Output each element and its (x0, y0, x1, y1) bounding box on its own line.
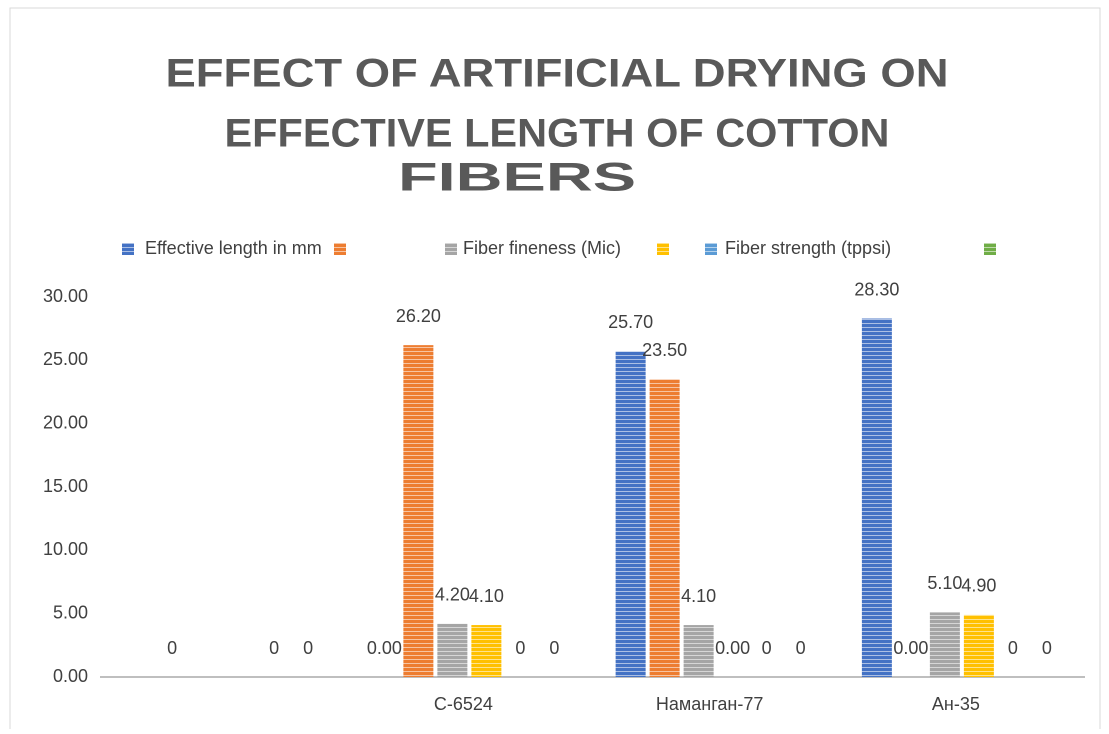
data-label: 4.10 (681, 586, 716, 606)
chart-title: EFFECT OF ARTIFICIAL DRYING ON (166, 52, 949, 96)
legend-marker (705, 243, 717, 255)
data-label: 0.00 (893, 638, 928, 658)
legend-marker (334, 243, 346, 255)
chart-title: FIBERS (398, 156, 636, 200)
data-label: 0 (796, 638, 806, 658)
legend-marker (445, 243, 457, 255)
y-tick-label: 10.00 (43, 539, 88, 559)
data-label: 28.30 (854, 279, 899, 299)
y-tick-label: 0.00 (53, 666, 88, 686)
chart-title: EFFECTIVE LENGTH OF COTTON (225, 112, 890, 156)
legend-label: Fiber strength (tppsi) (725, 238, 891, 258)
bar (861, 318, 892, 677)
data-label: 0 (1042, 638, 1052, 658)
data-label: 4.90 (961, 576, 996, 596)
x-tick-label: Ан-35 (932, 694, 980, 714)
legend-label: Fiber fineness (Mic) (463, 238, 621, 258)
legend-marker (657, 243, 669, 255)
data-label: 0 (269, 638, 279, 658)
bar (471, 625, 502, 677)
chart-border (9, 7, 1101, 734)
y-tick-label: 20.00 (43, 412, 88, 432)
data-label: 0 (762, 638, 772, 658)
data-label: 0.00 (367, 638, 402, 658)
data-label: 0 (549, 638, 559, 658)
x-tick-label: Наманган-77 (656, 694, 763, 714)
data-label: 25.70 (608, 312, 653, 332)
y-tick-label: 30.00 (43, 286, 88, 306)
data-label: 0 (167, 638, 177, 658)
bar (963, 614, 994, 677)
data-label: 0 (1008, 638, 1018, 658)
data-label: 23.50 (642, 340, 687, 360)
data-label: 26.20 (396, 306, 441, 326)
legend-marker (984, 243, 996, 255)
data-label: 4.20 (435, 585, 470, 605)
data-label: 0 (303, 638, 313, 658)
bar (649, 379, 680, 677)
bar (437, 623, 468, 677)
data-label: 0.00 (715, 638, 750, 658)
data-label: 4.10 (469, 586, 504, 606)
legend-label: Effective length in mm (145, 238, 322, 258)
y-tick-label: 5.00 (53, 602, 88, 622)
data-label: 0 (515, 638, 525, 658)
bar (683, 625, 714, 677)
bar (615, 351, 646, 677)
legend-marker (122, 243, 134, 255)
bar (403, 345, 434, 677)
data-label: 5.10 (927, 573, 962, 593)
x-tick-label: С-6524 (434, 694, 493, 714)
bar (929, 612, 960, 677)
y-tick-label: 15.00 (43, 476, 88, 496)
y-tick-label: 25.00 (43, 349, 88, 369)
